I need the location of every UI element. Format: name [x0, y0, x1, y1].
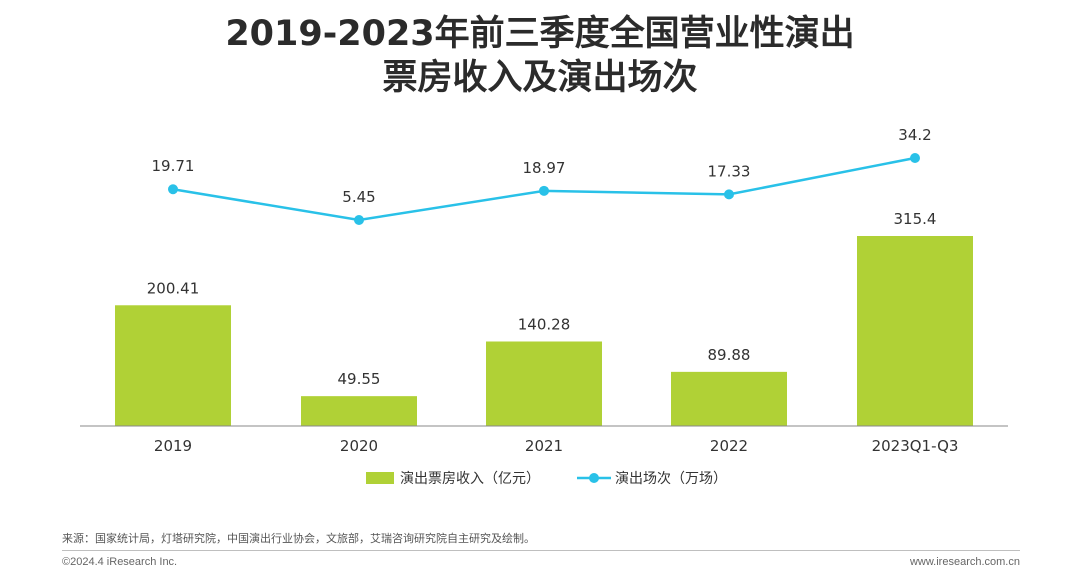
x-tick-label-2019: 2019 [154, 437, 192, 455]
copyright: ©2024.4 iResearch Inc. [62, 556, 178, 568]
bar-2022 [671, 371, 787, 426]
line-label-2019: 19.71 [152, 157, 195, 175]
bar-2021 [486, 341, 602, 426]
x-tick-label-2022: 2022 [710, 437, 748, 455]
line-label-2020: 5.45 [342, 188, 375, 206]
bar-label-2020: 49.55 [338, 370, 381, 388]
line-point-2021 [539, 185, 549, 196]
legend-label-shows: 演出场次（万场） [615, 471, 727, 487]
bar-label-2022: 89.88 [708, 346, 751, 364]
bar-2023Q1-Q3 [857, 236, 973, 426]
line-point-2020 [354, 215, 364, 225]
chart-title-line2: 票房收入及演出场次 [382, 58, 698, 98]
line-label-2021: 18.97 [523, 159, 566, 177]
x-tick-label-2023Q1-Q3: 2023Q1-Q3 [872, 437, 959, 455]
line-point-2019 [168, 184, 178, 195]
bar-2019 [115, 305, 231, 426]
line-label-2023Q1-Q3: 34.2 [898, 126, 931, 144]
source-note: 来源：国家统计局，灯塔研究院，中国演出行业协会，文旅部，艾瑞咨询研究院自主研究及… [62, 532, 535, 545]
website-link[interactable]: www.iresearch.com.cn [909, 556, 1020, 568]
line-point-2022 [724, 189, 734, 200]
legend-label-revenue: 演出票房收入（亿元） [400, 471, 540, 487]
line-label-2022: 17.33 [708, 162, 751, 180]
legend-swatch-revenue [366, 472, 394, 484]
bar-label-2019: 200.41 [147, 279, 200, 297]
chart-title-line1: 2019-2023年前三季度全国营业性演出 [225, 14, 855, 54]
x-tick-label-2021: 2021 [525, 437, 563, 455]
line-point-2023Q1-Q3 [910, 153, 920, 163]
bar-label-2021: 140.28 [518, 315, 571, 333]
bar-label-2023Q1-Q3: 315.4 [894, 210, 937, 228]
x-tick-label-2020: 2020 [340, 437, 378, 455]
legend-swatch-marker [589, 473, 599, 483]
footer-divider [62, 550, 1020, 551]
bar-2020 [301, 396, 417, 426]
